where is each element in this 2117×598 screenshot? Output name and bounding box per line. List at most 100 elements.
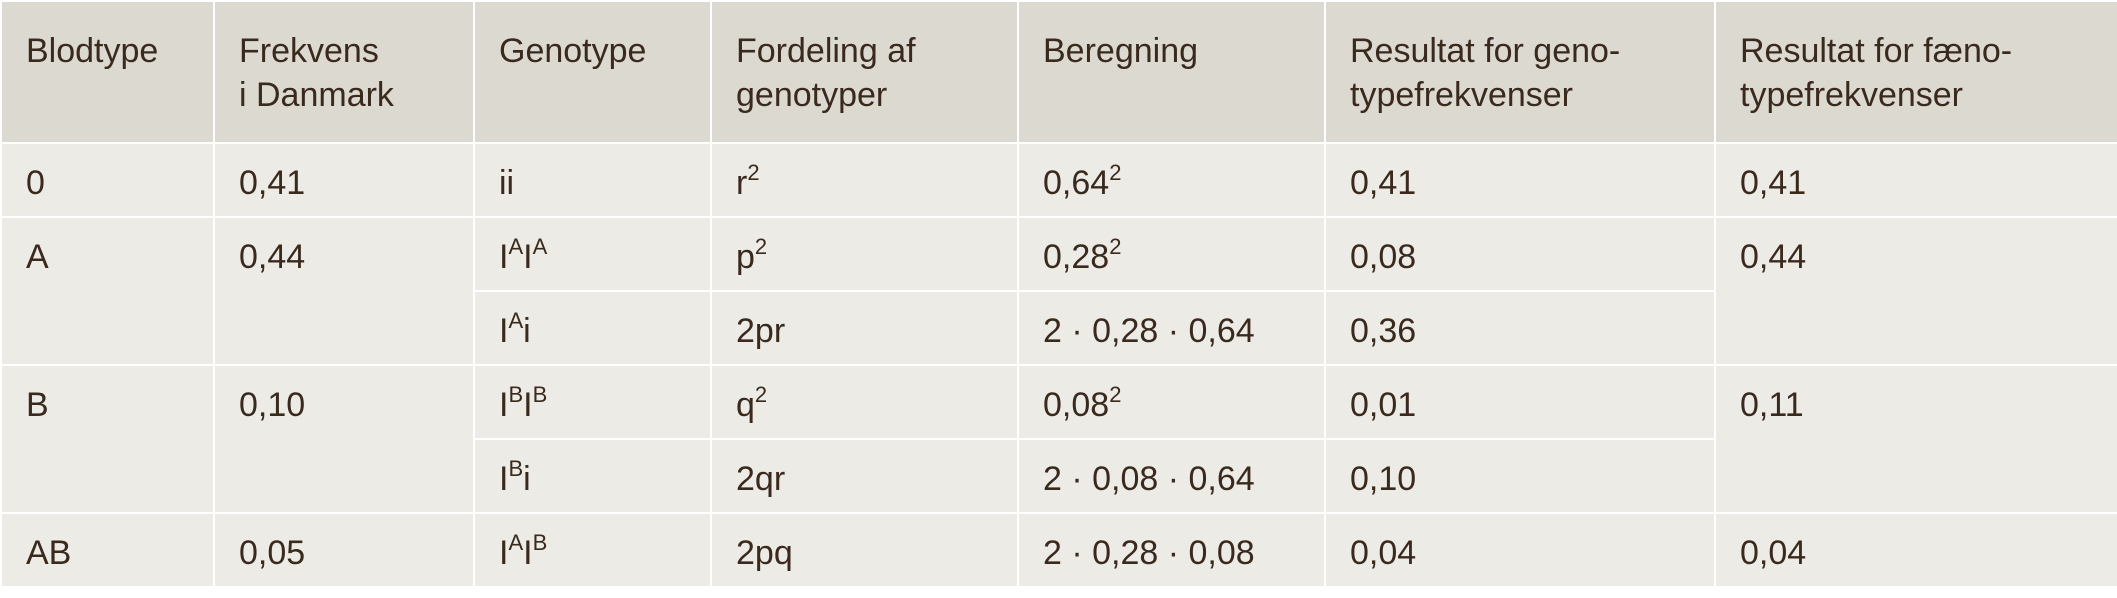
genotype-base: I xyxy=(499,238,509,276)
header-genotypefrekvens-line2: typefrekvenser xyxy=(1350,76,1573,114)
table-row: IAi 2pr 2 · 0,28 · 0,64 0,36 xyxy=(1,290,2117,366)
header-genotypefrekvens-line1: Resultat for geno- xyxy=(1350,32,1621,70)
cell-beregning: 2 · 0,28 · 0,08 xyxy=(1017,512,1326,588)
table-header: Blodtype Frekvens i Danmark Genotype Ford… xyxy=(0,0,2117,144)
genotype-allele-1: B xyxy=(508,381,524,407)
header-row: Blodtype Frekvens i Danmark Genotype Ford… xyxy=(0,0,2117,144)
header-fordeling-line2: genotyper xyxy=(736,76,888,114)
fordeling-base: p xyxy=(736,238,755,276)
cell-blodtype: 0 xyxy=(0,142,215,218)
beregning-base: 2 · 0,28 · 0,08 xyxy=(1043,534,1255,572)
cell-beregning: 0,082 xyxy=(1017,364,1326,440)
cell-beregning: 0,642 xyxy=(1017,142,1326,218)
genotype-base: I xyxy=(499,386,509,424)
beregning-base: 0,64 xyxy=(1043,164,1110,202)
genotype-allele-2: A xyxy=(532,233,548,259)
table-row: A 0,44 IAIA p2 0,282 0,08 0,44 xyxy=(0,216,2117,366)
cell-beregning: 2 · 0,28 · 0,64 xyxy=(1017,290,1326,366)
cell-blodtype: A xyxy=(0,216,215,366)
fordeling-base: q xyxy=(736,386,755,424)
genotype-allele-2: B xyxy=(532,381,548,407)
beregning-base: 0,08 xyxy=(1043,386,1110,424)
cell-resultat-faenotype: 0,04 xyxy=(1714,512,2117,588)
header-blodtype-line1: Blodtype xyxy=(26,32,159,70)
fordeling-base: r xyxy=(736,164,748,202)
cell-resultat-genotype: 0,41 xyxy=(1324,142,1716,218)
genotype-tail: i xyxy=(523,460,531,498)
cell-resultat-genotype: 0,08 xyxy=(1324,216,1716,292)
cell-fordeling: q2 xyxy=(710,364,1019,440)
header-frekvens-line2: i Danmark xyxy=(239,76,394,114)
header-genotypefrekvens: Resultat for geno-typefrekvenser xyxy=(1324,0,1716,144)
header-faenotypefrekvens-line2: typefrekvenser xyxy=(1740,76,1963,114)
genotype-mid: I xyxy=(523,386,533,424)
genotype-allele-2: B xyxy=(532,529,548,555)
genotype-mid: I xyxy=(523,238,533,276)
header-beregning-line1: Beregning xyxy=(1043,32,1199,70)
header-genotype-line1: Genotype xyxy=(499,32,647,70)
beregning-base: 2 · 0,08 · 0,64 xyxy=(1043,460,1255,498)
beregning-exponent: 2 xyxy=(1109,159,1122,185)
table-row: B 0,10 IBIB q2 0,082 0,01 0,11 xyxy=(0,364,2117,514)
cell-frekvens: 0,41 xyxy=(213,142,475,218)
header-frekvens-line1: Frekvens xyxy=(239,32,379,70)
cell-fordeling: 2qr xyxy=(710,438,1019,514)
header-blodtype: Blodtype xyxy=(0,0,215,144)
genotype-allele-1: A xyxy=(508,307,524,333)
cell-resultat-genotype: 0,01 xyxy=(1324,364,1716,440)
genotype-allele-1: A xyxy=(508,233,524,259)
fordeling-base: 2qr xyxy=(736,460,786,498)
cell-resultat-faenotype: 0,41 xyxy=(1714,142,2117,218)
cell-genotype: IAIB xyxy=(473,512,712,588)
genotype-mid: I xyxy=(523,534,533,572)
genotype-base: I xyxy=(499,534,509,572)
cell-frekvens: 0,10 xyxy=(213,364,475,514)
header-beregning: Beregning xyxy=(1017,0,1326,144)
fordeling-base: 2pq xyxy=(736,534,793,572)
cell-beregning: 0,282 xyxy=(1017,216,1326,292)
cell-resultat-genotype: 0,10 xyxy=(1324,438,1716,514)
cell-fordeling: 2pr xyxy=(710,290,1019,366)
cell-blodtype: B xyxy=(0,364,215,514)
header-genotype: Genotype xyxy=(473,0,712,144)
cell-genotype: IBIB xyxy=(473,364,712,440)
genotype-base: ii xyxy=(499,164,515,202)
beregning-base: 0,28 xyxy=(1043,238,1110,276)
cell-fordeling: p2 xyxy=(710,216,1019,292)
fordeling-exponent: 2 xyxy=(754,233,768,259)
header-frekvens: Frekvens i Danmark xyxy=(213,0,475,144)
genotype-allele-1: B xyxy=(508,455,524,481)
fordeling-base: 2pr xyxy=(736,312,786,350)
cell-genotype: IAIA xyxy=(473,216,712,292)
cell-beregning: 2 · 0,08 · 0,64 xyxy=(1017,438,1326,514)
beregning-exponent: 2 xyxy=(1109,233,1122,259)
table-body: 0 0,41 ii r2 0,642 0,41 0,41 A 0,44 IAIA… xyxy=(0,142,2117,588)
cell-resultat-genotype: 0,04 xyxy=(1324,512,1716,588)
table-row: 0 0,41 ii r2 0,642 0,41 0,41 xyxy=(0,142,2117,218)
cell-resultat-faenotype: 0,44 xyxy=(1714,216,2117,366)
cell-frekvens: 0,05 xyxy=(213,512,475,588)
genotype-tail: i xyxy=(523,312,531,350)
cell-genotype: IAi xyxy=(473,290,712,366)
genotype-allele-1: A xyxy=(508,529,524,555)
cell-genotype: ii xyxy=(473,142,712,218)
header-fordeling: Fordeling af genotyper xyxy=(710,0,1019,144)
genotype-base: I xyxy=(499,460,509,498)
beregning-base: 2 · 0,28 · 0,64 xyxy=(1043,312,1255,350)
header-fordeling-line1: Fordeling af xyxy=(736,32,916,70)
cell-fordeling: r2 xyxy=(710,142,1019,218)
cell-genotype: IBi xyxy=(473,438,712,514)
cell-blodtype: AB xyxy=(0,512,215,588)
cell-resultat-faenotype: 0,11 xyxy=(1714,364,2117,514)
genotype-base: I xyxy=(499,312,509,350)
cell-frekvens: 0,44 xyxy=(213,216,475,366)
cell-resultat-genotype: 0,36 xyxy=(1324,290,1716,366)
table-row: IBi 2qr 2 · 0,08 · 0,64 0,10 xyxy=(1,438,2117,514)
fordeling-exponent: 2 xyxy=(754,381,768,407)
fordeling-exponent: 2 xyxy=(747,159,760,185)
header-faenotypefrekvens: Resultat for fæno-typefrekvenser xyxy=(1714,0,2117,144)
cell-fordeling: 2pq xyxy=(710,512,1019,588)
header-faenotypefrekvens-line1: Resultat for fæno- xyxy=(1740,32,2013,70)
table-row: AB 0,05 IAIB 2pq 2 · 0,28 · 0,08 0,04 0,… xyxy=(0,512,2117,588)
